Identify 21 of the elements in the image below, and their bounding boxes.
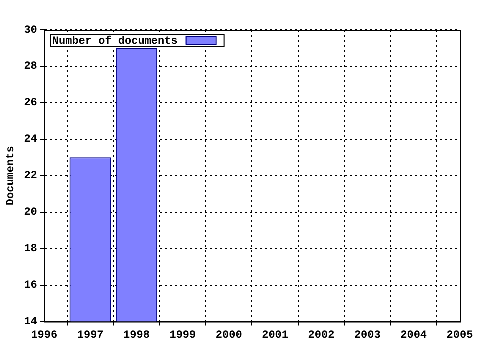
y-tick-label: 24	[24, 134, 38, 146]
y-tick-label: 20	[24, 207, 38, 220]
y-tick-label: 30	[24, 24, 38, 37]
y-tick-label: 28	[24, 61, 38, 74]
y-tick-label: 16	[24, 280, 38, 292]
x-tick-label: 2003	[354, 330, 382, 342]
x-tick-label: 2005	[446, 330, 474, 342]
x-tick-label: 1997	[77, 330, 104, 342]
y-tick-label: 26	[24, 98, 38, 110]
x-tick-label: 2004	[400, 330, 428, 342]
legend-label: Number of documents	[52, 34, 178, 48]
y-axis-title: Documents	[5, 146, 18, 206]
x-tick-label: 1998	[124, 330, 150, 342]
y-tick-label: 14	[24, 316, 38, 329]
x-tick-label: 1996	[31, 330, 58, 342]
x-tick-label: 2000	[216, 330, 242, 342]
y-tick-label: 22	[24, 170, 38, 183]
y-tick-label: 18	[24, 244, 38, 256]
x-tick-label: 1999	[170, 330, 196, 342]
x-tick-label: 2002	[308, 330, 335, 342]
x-tick-label: 2001	[262, 330, 289, 342]
